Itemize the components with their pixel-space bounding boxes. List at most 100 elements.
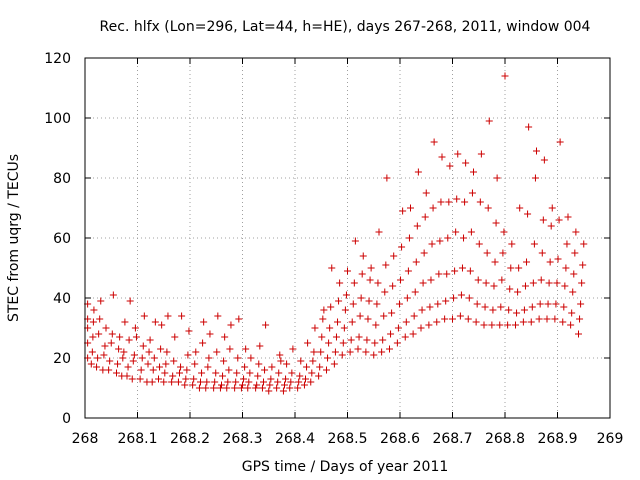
data-point bbox=[151, 318, 159, 326]
data-point bbox=[303, 363, 311, 371]
data-point bbox=[357, 294, 365, 302]
data-point bbox=[164, 312, 172, 320]
x-tick-label: 268.5 bbox=[327, 431, 367, 447]
data-point bbox=[462, 159, 470, 167]
data-point bbox=[443, 270, 451, 278]
data-point bbox=[467, 228, 475, 236]
data-point bbox=[435, 270, 443, 278]
data-point bbox=[277, 357, 285, 365]
data-point bbox=[546, 258, 554, 266]
data-point bbox=[497, 303, 505, 311]
data-point bbox=[567, 321, 575, 329]
data-point bbox=[417, 324, 425, 332]
data-point bbox=[190, 375, 198, 383]
data-point bbox=[380, 312, 388, 320]
data-point bbox=[543, 315, 551, 323]
data-point bbox=[232, 378, 240, 386]
x-tick-label: 268.9 bbox=[537, 431, 577, 447]
data-point bbox=[422, 189, 430, 197]
data-point bbox=[214, 312, 222, 320]
data-point bbox=[288, 369, 296, 377]
data-point bbox=[234, 354, 242, 362]
data-point bbox=[521, 282, 529, 290]
data-point bbox=[268, 363, 276, 371]
data-point bbox=[401, 333, 409, 341]
data-point bbox=[382, 261, 390, 269]
data-point bbox=[527, 318, 535, 326]
data-point bbox=[458, 264, 466, 272]
data-point bbox=[553, 279, 561, 287]
data-point bbox=[375, 228, 383, 236]
data-point bbox=[560, 303, 568, 311]
y-axis-label: STEC from uqrg / TECUs bbox=[6, 154, 22, 322]
data-point bbox=[420, 249, 428, 257]
data-point bbox=[132, 333, 140, 341]
data-point bbox=[465, 294, 473, 302]
data-point bbox=[317, 348, 325, 356]
data-point bbox=[488, 321, 496, 329]
data-point bbox=[319, 315, 327, 323]
data-point bbox=[351, 237, 359, 245]
data-point bbox=[320, 306, 328, 314]
data-point bbox=[524, 210, 532, 218]
data-point bbox=[195, 384, 203, 392]
data-point bbox=[197, 378, 204, 386]
data-point bbox=[156, 363, 164, 371]
data-point bbox=[482, 279, 490, 287]
data-point bbox=[155, 375, 162, 383]
data-point bbox=[256, 342, 264, 350]
data-point bbox=[138, 354, 146, 362]
data-point bbox=[449, 315, 456, 323]
data-point bbox=[562, 264, 570, 272]
data-point bbox=[433, 318, 441, 326]
data-point bbox=[97, 297, 105, 305]
data-point bbox=[548, 204, 556, 212]
data-point bbox=[466, 267, 474, 275]
data-point bbox=[571, 249, 579, 257]
data-point bbox=[140, 312, 148, 320]
data-point bbox=[137, 366, 145, 374]
data-point bbox=[109, 291, 117, 299]
y-tick-label: 60 bbox=[53, 231, 71, 247]
data-point bbox=[327, 303, 335, 311]
data-point bbox=[297, 357, 305, 365]
data-point bbox=[378, 348, 386, 356]
data-point bbox=[506, 285, 514, 293]
data-point bbox=[253, 381, 261, 389]
data-point bbox=[212, 369, 220, 377]
data-point bbox=[131, 324, 139, 332]
data-point bbox=[434, 300, 442, 308]
data-point bbox=[163, 348, 171, 356]
data-point bbox=[227, 321, 235, 329]
data-point bbox=[547, 222, 555, 230]
data-point bbox=[515, 264, 523, 272]
data-point bbox=[161, 369, 169, 377]
data-point bbox=[183, 366, 191, 374]
data-point bbox=[355, 333, 363, 341]
y-tick-label: 20 bbox=[53, 351, 71, 367]
data-point bbox=[539, 216, 547, 224]
data-point bbox=[379, 336, 387, 344]
data-point bbox=[339, 339, 347, 347]
data-point bbox=[474, 276, 482, 284]
data-point bbox=[442, 297, 450, 305]
x-tick-label: 268.1 bbox=[117, 431, 157, 447]
data-point bbox=[255, 360, 263, 368]
data-point bbox=[125, 336, 133, 344]
data-point bbox=[460, 234, 468, 242]
data-point bbox=[106, 357, 114, 365]
data-point bbox=[93, 363, 101, 371]
data-point bbox=[508, 240, 516, 248]
data-point bbox=[350, 279, 358, 287]
data-point bbox=[113, 369, 120, 377]
data-point bbox=[89, 318, 97, 326]
tick-labels: 268 268.1 268.2 268.3 268.4 268.5 268.6 268.7 26… bbox=[44, 51, 623, 447]
data-point bbox=[241, 363, 249, 371]
data-point bbox=[130, 351, 138, 359]
data-point bbox=[307, 378, 315, 386]
data-point bbox=[318, 333, 326, 341]
data-point bbox=[95, 330, 103, 338]
data-point bbox=[395, 300, 403, 308]
data-point bbox=[572, 228, 580, 236]
